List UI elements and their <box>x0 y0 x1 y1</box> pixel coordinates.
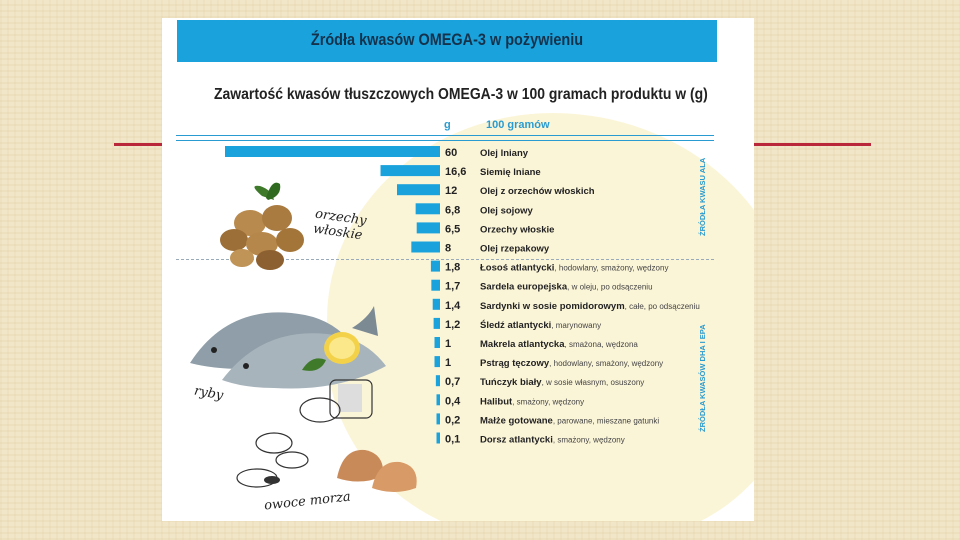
category-label-10: Makrela atlantycka, smażona, wędzona <box>480 339 638 350</box>
value-label-5: 8 <box>445 243 451 255</box>
category-label-14: Małże gotowane, parowane, mieszane gatun… <box>480 415 659 426</box>
category-label-4: Orzechy włoskie <box>480 224 554 235</box>
bar-2 <box>397 184 440 196</box>
category-label-6: Łosoś atlantycki, hodowlany, smażony, wę… <box>480 263 668 274</box>
group-divider <box>176 259 714 260</box>
category-label-8: Sardynki w sosie pomidorowym, całe, po o… <box>480 301 700 312</box>
value-label-10: 1 <box>445 338 451 350</box>
illustrations <box>190 182 417 492</box>
category-note-14: , parowane, mieszane gatunki <box>553 416 660 425</box>
category-note-12: , w sosie własnym, osuszony <box>542 378 645 387</box>
value-label-14: 0,2 <box>445 414 460 426</box>
category-note-8: , całe, po odsączeniu <box>625 302 700 311</box>
accent-line-right <box>753 143 871 146</box>
category-note-15: , smażony, wędzony <box>553 436 625 445</box>
category-label-2: Olej z orzechów włoskich <box>480 186 595 197</box>
value-label-7: 1,7 <box>445 281 460 293</box>
category-label-1: Siemię lniane <box>480 167 541 178</box>
value-label-15: 0,1 <box>445 434 460 446</box>
category-note-6: , hodowlany, smażony, wędzony <box>554 264 668 273</box>
header-rule-top <box>176 135 714 136</box>
category-note-7: , w oleju, po odsączeniu <box>567 283 652 292</box>
bar-1 <box>380 165 440 177</box>
value-label-11: 1 <box>445 357 451 369</box>
bar-7 <box>431 279 440 291</box>
category-label-11: Pstrąg tęczowy, hodowlany, smażony, wędz… <box>480 358 663 369</box>
bar-6 <box>430 260 440 272</box>
bar-5 <box>411 241 440 253</box>
category-label-0: Olej lniany <box>480 148 529 159</box>
walnut-illustration <box>220 182 304 270</box>
bar-11 <box>434 356 440 368</box>
bar-8 <box>432 298 440 310</box>
value-label-4: 6,5 <box>445 223 460 235</box>
header-title: Źródła kwasów OMEGA-3 w pożywieniu <box>310 30 584 49</box>
accent-line-left <box>114 143 164 146</box>
category-label-13: Halibut, smażony, wędzony <box>480 396 584 407</box>
seafood-illustration <box>236 432 417 492</box>
unit-column-header: g <box>444 119 451 131</box>
background-blob <box>327 113 754 521</box>
value-label-2: 12 <box>445 185 457 197</box>
bar-14 <box>436 413 440 425</box>
category-note-13: , smażony, wędzony <box>512 397 584 406</box>
category-label-9: Śledź atlantycki, marynowany <box>480 319 601 331</box>
header-rule-bottom <box>176 140 714 141</box>
value-label-6: 1,8 <box>445 262 460 274</box>
category-label-15: Dorsz atlantycki, smażony, wędzony <box>480 435 625 446</box>
value-label-0: 60 <box>445 147 457 159</box>
infographic-panel: Źródła kwasów OMEGA-3 w pożywieniu Zawar… <box>162 18 754 521</box>
category-label-12: Tuńczyk biały, w sosie własnym, osuszony <box>480 377 644 388</box>
bar-0 <box>225 146 440 157</box>
value-label-1: 16,6 <box>445 166 466 178</box>
value-label-3: 6,8 <box>445 204 460 216</box>
bar-3 <box>415 203 440 215</box>
category-label-3: Olej sojowy <box>480 205 534 216</box>
value-label-12: 0,7 <box>445 376 460 388</box>
category-label-5: Olej rzepakowy <box>480 244 550 255</box>
fish-illustration <box>190 306 386 423</box>
header-band: Źródła kwasów OMEGA-3 w pożywieniu <box>177 20 717 62</box>
category-note-11: , hodowlany, smażony, wędzony <box>549 359 663 368</box>
category-note-10: , smażona, wędzona <box>565 340 639 349</box>
category-note-9: , marynowany <box>551 321 601 330</box>
bar-chart: 60 Olej lniany 16,6 Siemię lniane 12 Olej z o… <box>225 146 700 446</box>
bar-13 <box>436 394 440 406</box>
bar-4 <box>416 222 440 234</box>
chart-title: Zawartość kwasów tłuszczowych OMEGA-3 w … <box>214 86 708 103</box>
value-label-9: 1,2 <box>445 319 460 331</box>
bar-9 <box>433 317 440 329</box>
bar-10 <box>434 337 440 348</box>
category-label-7: Sardela europejska, w oleju, po odsączen… <box>480 282 653 293</box>
bar-12 <box>435 375 440 387</box>
value-label-13: 0,4 <box>445 395 461 407</box>
value-label-8: 1,4 <box>445 300 461 312</box>
bar-15 <box>436 432 440 444</box>
per-column-header: 100 gramów <box>486 119 550 131</box>
